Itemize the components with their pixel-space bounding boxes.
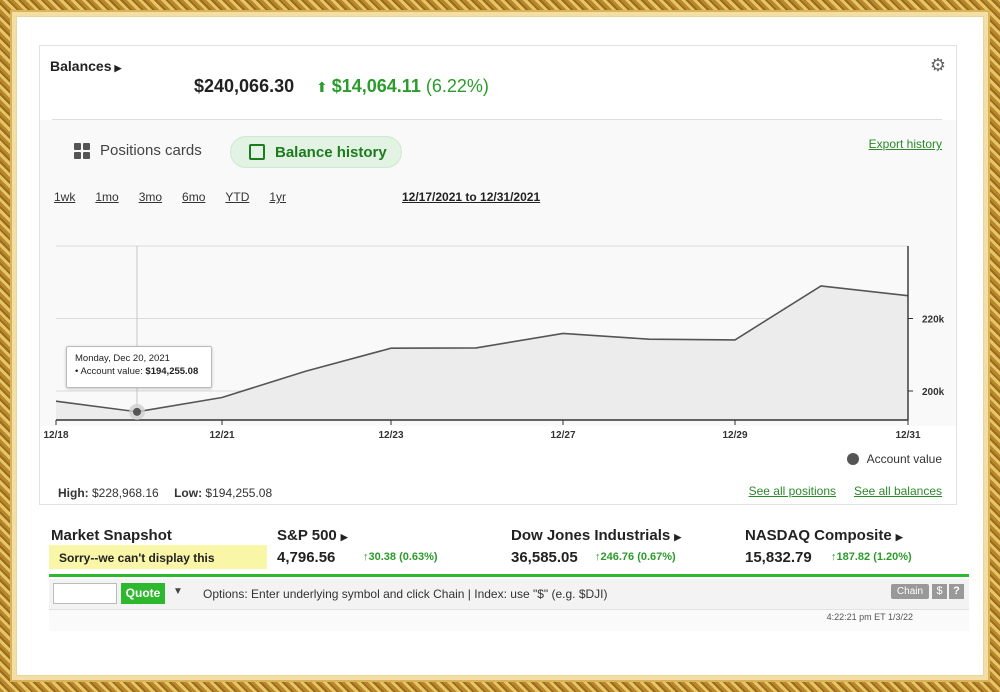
low-label: Low: — [174, 486, 203, 500]
arrow-up-icon: ↑ — [831, 551, 837, 563]
chain-button[interactable]: Chain — [891, 584, 929, 599]
x-tick-label: 12/27 — [550, 430, 575, 441]
export-history-link[interactable]: Export history — [868, 137, 942, 151]
series-line — [55, 285, 909, 413]
quote-bar: Quote ▼ Options: Enter underlying symbol… — [49, 579, 969, 609]
gear-icon[interactable]: ⚙ — [929, 55, 946, 75]
legend-dot-icon — [846, 453, 859, 465]
tab-positions-label: Positions cards — [100, 142, 202, 159]
tooltip-date: Monday, Dec 20, 2021 — [75, 353, 170, 364]
index-name-label: NASDAQ Composite — [745, 527, 892, 544]
caret-right-icon: ▶ — [114, 63, 122, 73]
symbol-input[interactable] — [53, 583, 117, 604]
chart-tooltip: Monday, Dec 20, 2021 • Account value: $1… — [66, 346, 212, 388]
balance-change: ⬆ $14,064.11 (6.22%) — [316, 76, 489, 97]
triangle-down-icon[interactable]: ▼ — [173, 586, 183, 597]
grid-icon — [74, 142, 90, 159]
x-tick-label: 12/18 — [43, 430, 68, 441]
range-1mo[interactable]: 1mo — [95, 190, 119, 204]
quote-button[interactable]: Quote — [121, 583, 165, 604]
market-snapshot-title: Market Snapshot — [51, 527, 172, 544]
balances-title[interactable]: Balances ▶ — [50, 58, 121, 74]
range-1wk[interactable]: 1wk — [54, 190, 76, 204]
series-area — [56, 286, 908, 420]
balances-title-label: Balances — [50, 58, 112, 74]
x-tick-label: 12/31 — [895, 430, 920, 441]
legend-label: Account value — [866, 452, 942, 466]
chart-legend: Account value — [846, 452, 942, 466]
x-tick-label: 12/23 — [378, 430, 403, 441]
snapshot-divider — [49, 574, 969, 577]
arrow-up-icon: ↑ — [363, 551, 369, 563]
index-change-label: 246.76 (0.67%) — [600, 551, 676, 563]
index-change: ↑246.76 (0.67%) — [595, 551, 676, 563]
balance-value: $240,066.30 — [194, 76, 295, 96]
dollar-button[interactable]: $ — [932, 584, 947, 599]
y-tick-label: 200k — [922, 387, 945, 398]
balance-chart[interactable]: 12/18 12/21 12/23 12/27 12/29 12/31 200k 220k — [40, 216, 956, 446]
index-name: Dow Jones Industrials ▶ — [511, 527, 681, 544]
tooltip-label: Account value: — [80, 366, 143, 377]
caret-right-icon: ▶ — [340, 532, 348, 542]
market-snapshot-error: Sorry--we can't display this — [49, 545, 267, 569]
timestamp: 4:22:21 pm ET 1/3/22 — [826, 612, 913, 622]
quote-hint: Options: Enter underlying symbol and cli… — [203, 587, 608, 601]
tooltip-row: • Account value: $194,255.08 — [75, 366, 199, 377]
low-value: $194,255.08 — [205, 486, 273, 500]
index-name-label: S&P 500 — [277, 527, 337, 544]
date-range-link[interactable]: 12/17/2021 to 12/31/2021 — [402, 190, 541, 204]
index-change: ↑30.38 (0.63%) — [363, 551, 438, 563]
index-nasdaq[interactable]: NASDAQ Composite ▶ 15,832.79 ↑187.82 (1.2… — [745, 527, 912, 566]
arrow-up-icon: ↑ — [595, 551, 601, 563]
tab-positions-cards[interactable]: Positions cards — [74, 142, 202, 159]
balances-panel: Balances ▶ ⚙ $240,066.30 ⬆ $14,064.11 (6.2… — [39, 45, 957, 505]
range-1yr[interactable]: 1yr — [269, 190, 287, 204]
arrow-up-icon: ⬆ — [316, 79, 328, 95]
change-amount: $14,064.11 — [331, 76, 421, 96]
index-value: 4,796.56 — [277, 549, 336, 566]
index-name: NASDAQ Composite ▶ — [745, 527, 903, 544]
high-value: $228,968.16 — [92, 486, 159, 500]
highlight-point — [133, 407, 141, 416]
change-percent: (6.22%) — [425, 76, 489, 96]
tooltip-value: $194,255.08 — [145, 366, 199, 377]
see-all-balances-link[interactable]: See all balances — [853, 484, 942, 498]
caret-right-icon: ▶ — [674, 532, 682, 542]
index-change-label: 30.38 (0.63%) — [368, 551, 438, 563]
index-value: 15,832.79 — [745, 549, 812, 566]
caret-right-icon: ▶ — [895, 532, 903, 542]
range-selector: 1wk 1mo 3mo 6mo YTD 1yr — [54, 190, 306, 204]
orders-table-header: 4:22:21 pm ET 1/3/22 — [49, 609, 969, 631]
index-change-label: 187.82 (1.20%) — [836, 551, 912, 563]
range-3mo[interactable]: 3mo — [138, 190, 163, 204]
high-label: High: — [58, 486, 89, 500]
index-value: 36,585.05 — [511, 549, 578, 566]
divider — [52, 119, 942, 120]
line-chart-icon — [249, 144, 265, 160]
y-tick-label: 220k — [922, 315, 945, 326]
index-dow[interactable]: Dow Jones Industrials ▶ 36,585.05 ↑246.76… — [511, 527, 681, 566]
tab-balance-history[interactable]: Balance history — [230, 136, 402, 168]
tab-balance-label: Balance history — [275, 143, 387, 161]
index-name: S&P 500 ▶ — [277, 527, 348, 544]
index-name-label: Dow Jones Industrials — [511, 527, 671, 544]
frame-mat: Balances ▶ ⚙ $240,066.30 ⬆ $14,064.11 (6.2… — [10, 10, 990, 682]
index-change: ↑187.82 (1.20%) — [831, 551, 912, 563]
range-ytd[interactable]: YTD — [225, 190, 250, 204]
range-6mo[interactable]: 6mo — [182, 190, 206, 204]
help-button[interactable]: ? — [949, 584, 964, 599]
screenshot-canvas: Balances ▶ ⚙ $240,066.30 ⬆ $14,064.11 (6.2… — [16, 16, 984, 676]
x-tick-label: 12/29 — [722, 430, 747, 441]
high-low-stats: High: $228,968.16 Low: $194,255.08 — [58, 486, 272, 500]
see-all-positions-link[interactable]: See all positions — [748, 484, 836, 498]
x-tick-label: 12/21 — [209, 430, 234, 441]
index-sp500[interactable]: S&P 500 ▶ 4,796.56 ↑30.38 (0.63%) — [277, 527, 438, 566]
